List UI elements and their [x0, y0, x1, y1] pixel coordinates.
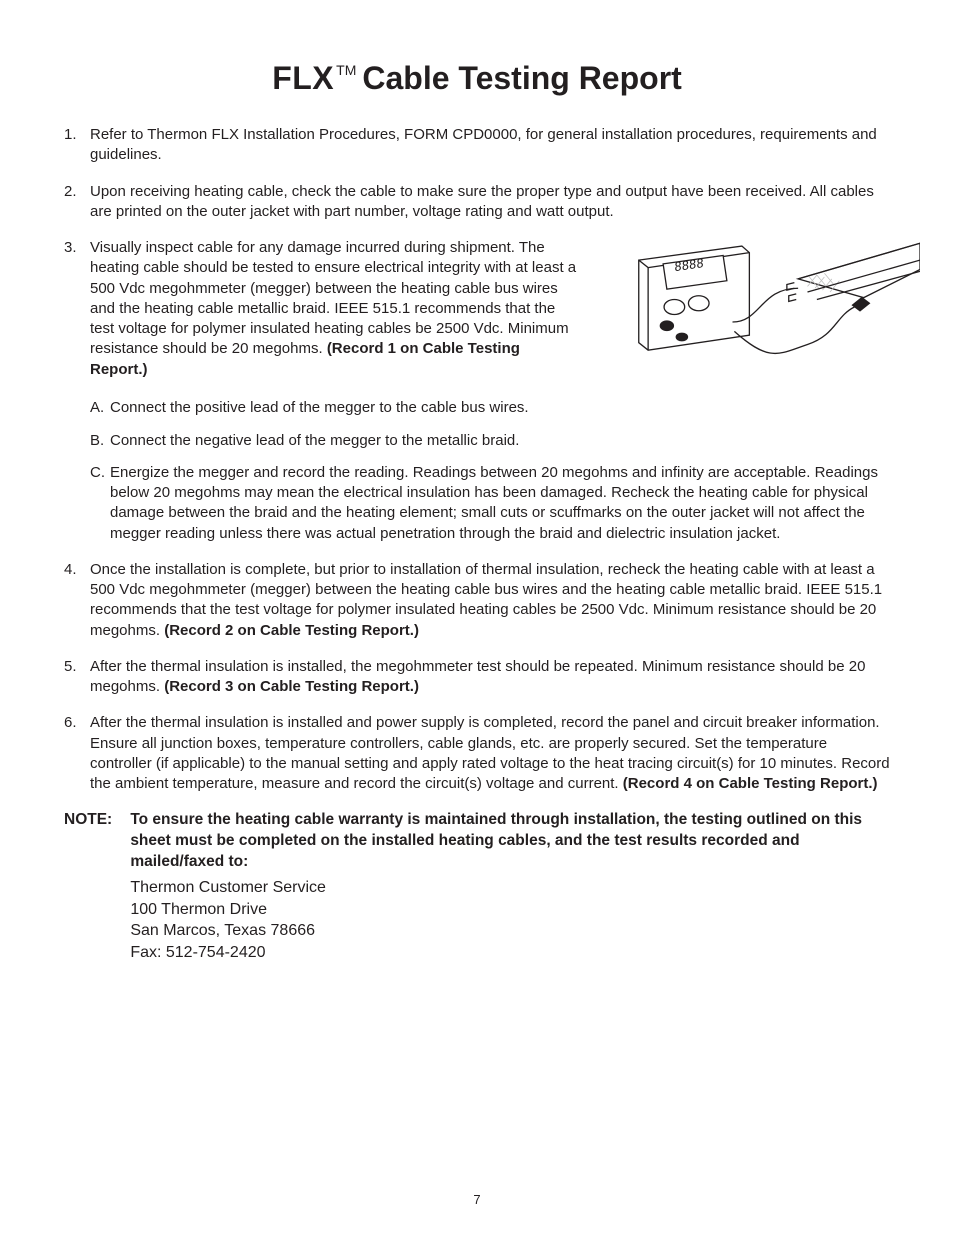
instruction-item-6: After the thermal insulation is installe… — [64, 713, 890, 794]
item-5-record-bold: (Record 3 on Cable Testing Report.) — [164, 678, 419, 695]
megger-figure: 8888 — [620, 232, 920, 388]
instruction-item-2: Upon receiving heating cable, check the … — [64, 182, 890, 223]
instruction-item-1: Refer to Thermon FLX Installation Proced… — [64, 125, 890, 166]
page: FLXTM Cable Testing Report Refer to Therm… — [0, 0, 954, 1235]
address-line-4: Fax: 512-754-2420 — [130, 942, 888, 964]
page-title: FLXTM Cable Testing Report — [64, 60, 890, 97]
item-1-text: Refer to Thermon FLX Installation Proced… — [90, 126, 877, 163]
sub-3b-text: Connect the negative lead of the megger … — [110, 432, 519, 449]
item-6-record-bold: (Record 4 on Cable Testing Report.) — [623, 775, 878, 792]
sub-item-3c: Energize the megger and record the readi… — [90, 463, 890, 544]
title-brand: FLX — [272, 60, 334, 96]
address-block: Thermon Customer Service 100 Thermon Dri… — [130, 877, 888, 963]
sub-item-3b: Connect the negative lead of the megger … — [90, 431, 580, 451]
address-line-3: San Marcos, Texas 78666 — [130, 920, 888, 942]
page-number: 7 — [0, 1192, 954, 1207]
item-2-text: Upon receiving heating cable, check the … — [90, 183, 874, 220]
title-rest: Cable Testing Report — [362, 60, 681, 96]
instruction-item-5: After the thermal insulation is installe… — [64, 657, 890, 698]
item-4-record-bold: (Record 2 on Cable Testing Report.) — [164, 622, 419, 639]
item-3-intro: Visually inspect cable for any damage in… — [90, 238, 580, 380]
instruction-item-3: Visually inspect cable for any damage in… — [64, 238, 890, 544]
sub-list-3: Connect the positive lead of the megger … — [90, 398, 890, 544]
note-block: NOTE: To ensure the heating cable warran… — [64, 810, 890, 963]
sub-3a-text: Connect the positive lead of the megger … — [110, 399, 529, 416]
megger-diagram-svg: 8888 — [620, 232, 920, 382]
address-line-1: Thermon Customer Service — [130, 877, 888, 899]
note-bold-text: To ensure the heating cable warranty is … — [130, 811, 862, 870]
instruction-list: Refer to Thermon FLX Installation Proced… — [64, 125, 890, 794]
note-body: To ensure the heating cable warranty is … — [130, 810, 888, 963]
sub-3c-text: Energize the megger and record the readi… — [110, 464, 878, 542]
trademark-symbol: TM — [336, 62, 356, 78]
note-label: NOTE: — [64, 810, 126, 831]
sub-item-3a: Connect the positive lead of the megger … — [90, 398, 580, 418]
address-line-2: 100 Thermon Drive — [130, 899, 888, 921]
instruction-item-4: Once the installation is complete, but p… — [64, 560, 890, 641]
